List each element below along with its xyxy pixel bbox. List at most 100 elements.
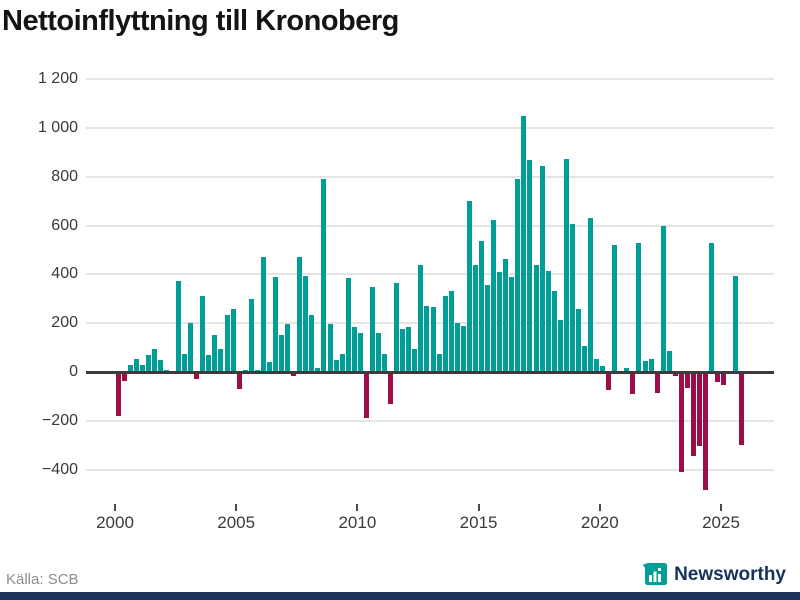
bar-2013-Q1	[430, 307, 436, 372]
bar-2010-Q2	[363, 372, 369, 419]
x-tick-label: 2015	[459, 513, 498, 532]
bar-2012-Q4	[424, 306, 430, 372]
bar-2018-Q3	[563, 158, 569, 372]
chart-title: Nettoinflyttning till Kronoberg	[2, 5, 399, 37]
bar-2013-Q4	[448, 291, 454, 372]
bar-2024-Q2	[703, 372, 709, 491]
y-tick-label: 0	[69, 363, 78, 380]
bar-2022-Q3	[660, 225, 666, 372]
bar-2011-Q3	[394, 282, 400, 372]
bar-2023-Q1	[672, 372, 678, 376]
x-tick-label: 2020	[580, 513, 619, 532]
bar-2009-Q1	[333, 359, 339, 372]
y-tick-label: 800	[51, 167, 78, 185]
bar-2004-Q4	[230, 308, 236, 372]
x-tick-label: 2000	[96, 513, 134, 532]
bar-2019-Q4	[594, 358, 600, 372]
bar-2001-Q1	[139, 364, 145, 372]
bar-2003-Q1	[188, 323, 194, 372]
bar-2000-Q4	[133, 358, 139, 372]
x-tick-mark	[356, 504, 359, 511]
bar-2021-Q4	[642, 361, 648, 372]
bar-2006-Q3	[273, 276, 278, 372]
x-tick-mark	[477, 504, 480, 511]
bar-2003-Q4	[206, 354, 212, 372]
gridline	[86, 224, 774, 227]
y-tick-label: 600	[51, 216, 78, 234]
bar-2020-Q2	[606, 372, 612, 391]
newsworthy-logo[interactable]: Newsworthy	[643, 563, 786, 587]
bar-2017-Q4	[545, 270, 551, 372]
bar-2015-Q3	[491, 219, 497, 372]
bar-2025-Q1	[721, 372, 727, 386]
bar-2019-Q2	[581, 346, 587, 372]
bar-2003-Q3	[200, 296, 206, 372]
bar-2018-Q1	[551, 291, 557, 372]
bar-2007-Q1	[285, 324, 291, 372]
bar-2006-Q4	[279, 335, 285, 372]
bottom-navy-bar	[0, 592, 800, 600]
bar-2017-Q1	[527, 159, 533, 372]
bar-2016-Q2	[509, 276, 515, 372]
bar-2016-Q4	[521, 115, 527, 372]
bar-2021-Q3	[636, 242, 642, 372]
bar-2009-Q4	[351, 326, 357, 372]
bar-2008-Q2	[315, 368, 321, 372]
bar-2000-Q2	[121, 372, 127, 381]
bar-2003-Q2	[194, 372, 200, 380]
y-tick-label: 400	[51, 265, 78, 283]
y-tick-label: 1 200	[37, 70, 78, 88]
bar-2017-Q3	[539, 165, 545, 372]
bar-2001-Q2	[145, 354, 151, 372]
bar-2019-Q3	[588, 218, 594, 372]
bar-2007-Q4	[303, 275, 309, 372]
newsworthy-wordmark: Newsworthy	[674, 564, 786, 585]
bar-2021-Q2	[630, 372, 636, 394]
bar-2009-Q3	[345, 278, 351, 372]
gridline	[86, 175, 774, 178]
bar-2008-Q4	[327, 324, 333, 372]
bar-2008-Q1	[309, 314, 315, 372]
x-tick-label: 2025	[702, 513, 740, 532]
gridline	[86, 322, 774, 325]
bar-2006-Q2	[266, 362, 272, 372]
bar-2002-Q4	[182, 353, 188, 372]
bar-2023-Q2	[678, 372, 684, 473]
bar-2016-Q3	[515, 179, 521, 372]
bar-2021-Q1	[624, 368, 630, 372]
bar-2015-Q2	[485, 285, 491, 372]
bar-2004-Q3	[224, 314, 230, 372]
bar-2023-Q4	[691, 372, 696, 457]
gridline	[86, 127, 774, 129]
bar-2000-Q1	[115, 372, 121, 416]
gridline	[86, 273, 774, 276]
bar-2014-Q3	[466, 201, 472, 372]
bar-2008-Q3	[321, 179, 327, 372]
bar-2006-Q1	[260, 257, 266, 372]
bar-2023-Q3	[684, 372, 690, 388]
bar-2012-Q2	[412, 348, 418, 372]
bar-2011-Q1	[382, 353, 388, 372]
bar-2018-Q2	[557, 319, 563, 372]
newsworthy-icon	[643, 563, 668, 587]
x-tick-label: 2005	[217, 513, 256, 532]
bar-2010-Q1	[357, 332, 363, 372]
bar-2014-Q4	[472, 264, 478, 372]
bar-2002-Q3	[176, 280, 182, 372]
bar-2024-Q4	[715, 372, 721, 382]
bar-2005-Q1	[236, 372, 242, 390]
y-tick-label: −400	[41, 460, 78, 478]
gridline	[86, 78, 774, 81]
bar-2022-Q4	[666, 351, 672, 372]
bar-2019-Q1	[575, 308, 581, 372]
bar-2015-Q1	[478, 241, 484, 372]
bar-2004-Q1	[212, 335, 218, 372]
x-tick-mark	[114, 504, 116, 511]
bar-2012-Q1	[406, 326, 412, 372]
bar-2020-Q1	[600, 365, 606, 372]
source-label: Källa: SCB	[6, 571, 79, 588]
bar-2013-Q2	[436, 353, 442, 372]
bar-2013-Q3	[442, 296, 448, 372]
bar-2004-Q2	[218, 348, 224, 372]
